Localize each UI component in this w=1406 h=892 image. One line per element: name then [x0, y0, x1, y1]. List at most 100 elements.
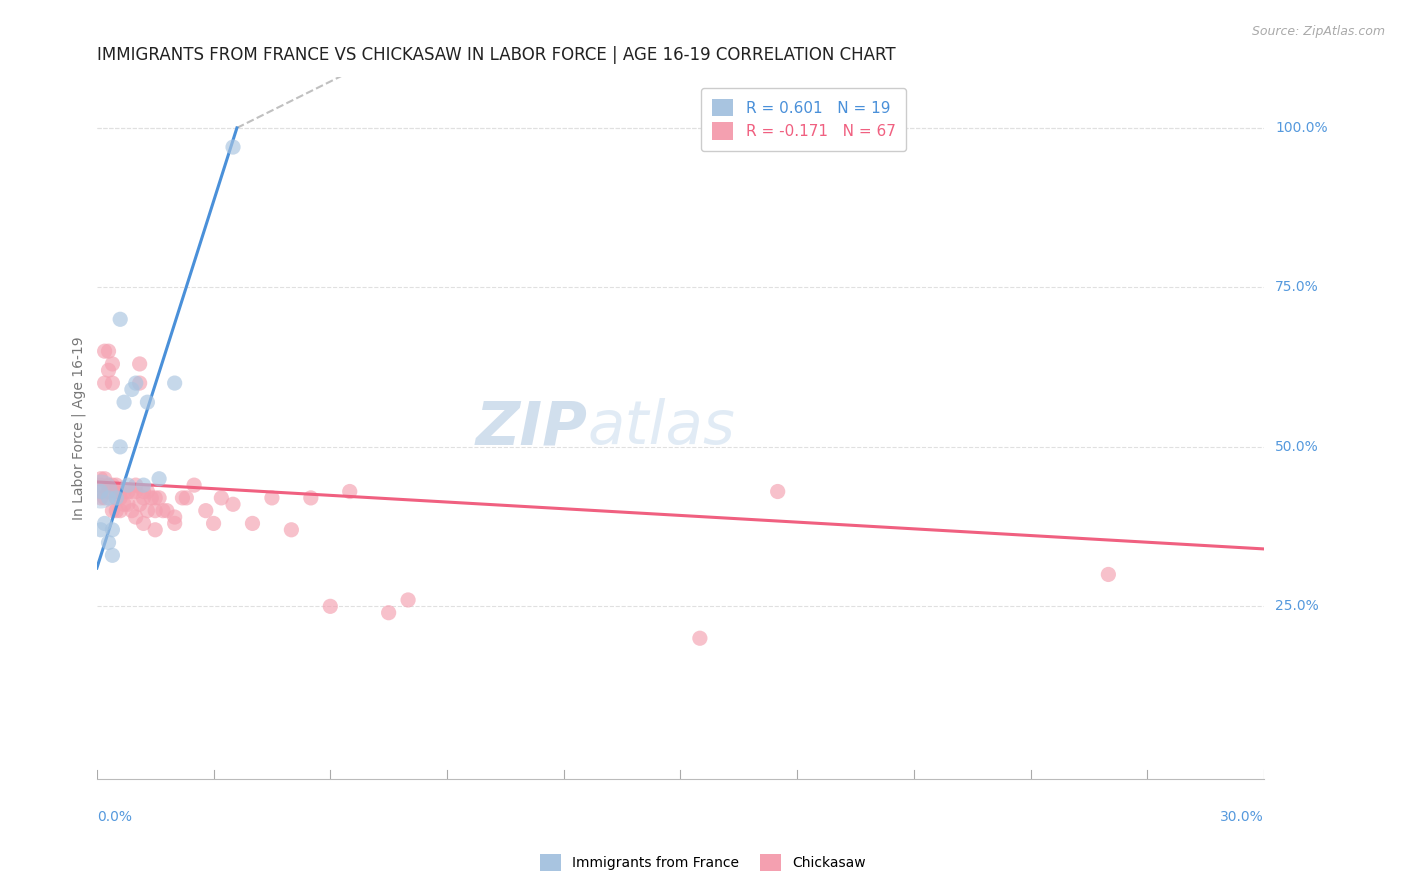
Point: [97, 484, 120, 499]
Point: [280, 523, 302, 537]
Point: [93, 376, 115, 390]
Point: [148, 472, 170, 486]
Point: [90, 472, 112, 486]
Point: [105, 478, 128, 492]
Point: [90, 491, 112, 505]
Point: [143, 491, 166, 505]
Point: [172, 491, 194, 505]
Text: 75.0%: 75.0%: [1275, 280, 1319, 294]
Point: [108, 503, 131, 517]
Point: [97, 491, 120, 505]
Legend: R = 0.601   N = 19, R = -0.171   N = 67: R = 0.601 N = 19, R = -0.171 N = 67: [702, 88, 907, 151]
Point: [148, 491, 170, 505]
Point: [222, 140, 245, 154]
Point: [143, 503, 166, 517]
Point: [260, 491, 283, 505]
Point: [97, 535, 120, 549]
Point: [766, 484, 789, 499]
Point: [105, 491, 128, 505]
Point: [90, 484, 112, 499]
Point: [90, 484, 112, 499]
Point: [136, 484, 159, 499]
Point: [183, 478, 205, 492]
Point: [105, 484, 128, 499]
Point: [125, 376, 148, 390]
Point: [93, 472, 115, 486]
Point: [105, 491, 128, 505]
Point: [163, 376, 186, 390]
Point: [97, 478, 120, 492]
Text: 30.0%: 30.0%: [1220, 810, 1264, 824]
Point: [136, 503, 159, 517]
Point: [176, 491, 198, 505]
Point: [117, 484, 139, 499]
Text: 50.0%: 50.0%: [1275, 440, 1319, 454]
Point: [97, 363, 120, 377]
Point: [319, 599, 342, 614]
Point: [125, 510, 148, 524]
Point: [93, 516, 115, 531]
Point: [101, 376, 124, 390]
Point: [108, 484, 131, 499]
Point: [101, 523, 124, 537]
Point: [143, 523, 166, 537]
Point: [112, 484, 135, 499]
Text: 0.0%: 0.0%: [97, 810, 132, 824]
Point: [132, 478, 155, 492]
Point: [117, 497, 139, 511]
Point: [121, 503, 143, 517]
Point: [136, 395, 159, 409]
Point: [128, 376, 150, 390]
Text: 100.0%: 100.0%: [1275, 121, 1327, 135]
Point: [101, 478, 124, 492]
Point: [1097, 567, 1119, 582]
Legend: Immigrants from France, Chickasaw: Immigrants from France, Chickasaw: [534, 848, 872, 876]
Point: [93, 344, 115, 359]
Point: [112, 395, 135, 409]
Point: [117, 478, 139, 492]
Y-axis label: In Labor Force | Age 16-19: In Labor Force | Age 16-19: [72, 336, 86, 519]
Point: [141, 491, 163, 505]
Point: [689, 632, 711, 646]
Point: [132, 491, 155, 505]
Point: [396, 593, 419, 607]
Text: 25.0%: 25.0%: [1275, 599, 1319, 614]
Point: [163, 510, 186, 524]
Point: [156, 503, 179, 517]
Point: [222, 497, 245, 511]
Point: [93, 491, 115, 505]
Point: [105, 503, 128, 517]
Point: [339, 484, 361, 499]
Text: atlas: atlas: [588, 398, 735, 458]
Point: [299, 491, 322, 505]
Point: [121, 484, 143, 499]
Point: [108, 312, 131, 326]
Point: [90, 478, 112, 492]
Point: [108, 491, 131, 505]
Point: [101, 549, 124, 563]
Point: [101, 357, 124, 371]
Point: [128, 357, 150, 371]
Point: [125, 484, 148, 499]
Point: [112, 497, 135, 511]
Point: [125, 478, 148, 492]
Point: [97, 344, 120, 359]
Point: [152, 503, 174, 517]
Text: IMMIGRANTS FROM FRANCE VS CHICKASAW IN LABOR FORCE | AGE 16-19 CORRELATION CHART: IMMIGRANTS FROM FRANCE VS CHICKASAW IN L…: [97, 46, 896, 64]
Point: [121, 383, 143, 397]
Point: [132, 516, 155, 531]
Point: [194, 503, 217, 517]
Point: [90, 484, 112, 499]
Point: [132, 484, 155, 499]
Point: [128, 497, 150, 511]
Point: [377, 606, 399, 620]
Point: [202, 516, 225, 531]
Point: [108, 440, 131, 454]
Point: [90, 523, 112, 537]
Point: [209, 491, 232, 505]
Text: ZIP: ZIP: [475, 398, 588, 458]
Point: [163, 516, 186, 531]
Text: Source: ZipAtlas.com: Source: ZipAtlas.com: [1251, 25, 1385, 38]
Point: [101, 503, 124, 517]
Point: [242, 516, 264, 531]
